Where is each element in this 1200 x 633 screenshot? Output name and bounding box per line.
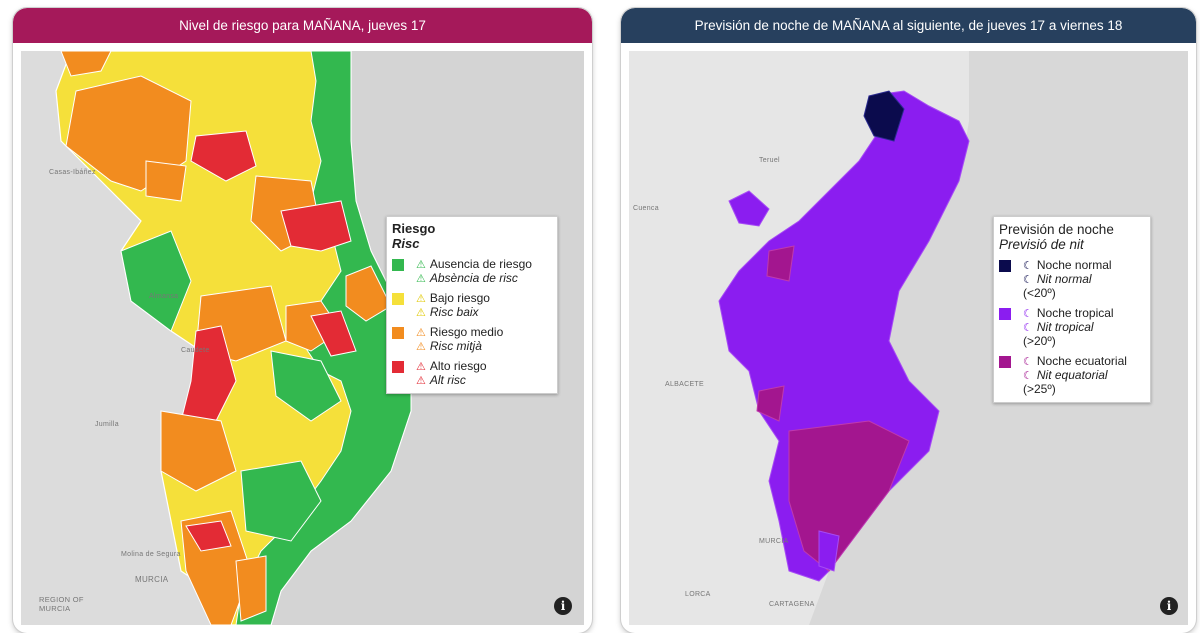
legend-label-ca: Risc mitjà [429, 339, 482, 353]
place-label: Teruel [759, 157, 780, 164]
place-label: LORCA [685, 591, 711, 598]
moon-icon: ☾ [1023, 260, 1033, 272]
legend-item: ☾ Noche ecuatorial ☾ Nit equatorial (>25º) [999, 354, 1145, 396]
legend-swatch [999, 260, 1011, 272]
night-forecast-title: Previsión de noche de MAÑANA al siguient… [621, 8, 1196, 43]
legend-label-ca: Alt risc [429, 373, 466, 387]
moon-icon: ☾ [1023, 274, 1033, 286]
legend-label-es: Bajo riesgo [429, 291, 490, 305]
place-label: MURCIA [759, 538, 789, 545]
warning-triangle-icon: ⚠ [416, 361, 426, 373]
legend-item: ⚠ Bajo riesgo ⚠ Risc baix [392, 291, 552, 319]
risk-legend: Riesgo Risc ⚠ Ausencia de riesgo ⚠ Absènci… [386, 216, 558, 394]
info-icon[interactable]: i [1160, 597, 1178, 615]
legend-title: Riesgo [392, 221, 436, 236]
night-legend: Previsión de noche Previsió de nit ☾ Noch… [993, 216, 1151, 403]
warning-triangle-icon: ⚠ [416, 307, 426, 319]
legend-swatch [392, 361, 404, 373]
legend-item: ☾ Noche tropical ☾ Nit tropical (>20º) [999, 306, 1145, 348]
legend-subtitle: Previsió de nit [999, 237, 1084, 252]
legend-label-ca: Nit normal [1036, 272, 1092, 286]
place-label: Caudete [181, 347, 210, 354]
place-label: Casas-Ibáñez [49, 169, 96, 176]
place-label: MURCIA [135, 575, 169, 584]
legend-label-ca: Risc baix [429, 305, 479, 319]
risk-map[interactable]: Casas-Ibáñez Almansa Caudete Jumilla Mol… [21, 51, 584, 625]
place-label: Cuenca [633, 205, 659, 212]
moon-icon: ☾ [1023, 322, 1033, 334]
moon-icon: ☾ [1023, 356, 1033, 368]
place-label: Almansa [149, 293, 179, 300]
moon-icon: ☾ [1023, 370, 1033, 382]
legend-label-es: Noche ecuatorial [1036, 354, 1127, 368]
legend-label-es: Noche tropical [1036, 306, 1114, 320]
legend-swatch [392, 327, 404, 339]
legend-range: (<20º) [1023, 286, 1056, 300]
warning-triangle-icon: ⚠ [416, 259, 426, 271]
place-label: Molina de Segura [121, 551, 181, 558]
legend-item: ⚠ Alto riesgo ⚠ Alt risc [392, 359, 552, 387]
legend-subtitle: Risc [392, 236, 420, 251]
warning-triangle-icon: ⚠ [416, 273, 426, 285]
warning-triangle-icon: ⚠ [416, 375, 426, 387]
risk-map-title: Nivel de riesgo para MAÑANA, jueves 17 [13, 8, 592, 43]
legend-item: ☾ Noche normal ☾ Nit normal (<20º) [999, 258, 1145, 300]
legend-swatch [392, 259, 404, 271]
warning-triangle-icon: ⚠ [416, 327, 426, 339]
legend-swatch [999, 308, 1011, 320]
legend-range: (>20º) [1023, 334, 1056, 348]
legend-label-ca: Nit tropical [1036, 320, 1094, 334]
legend-label-ca: Nit equatorial [1036, 368, 1108, 382]
moon-icon: ☾ [1023, 308, 1033, 320]
warning-triangle-icon: ⚠ [416, 341, 426, 353]
place-label: CARTAGENA [769, 601, 815, 608]
place-label: REGION OF MURCIA [39, 595, 84, 613]
legend-swatch [999, 356, 1011, 368]
legend-label-es: Ausencia de riesgo [429, 257, 532, 271]
legend-item: ⚠ Riesgo medio ⚠ Risc mitjà [392, 325, 552, 353]
legend-label-es: Riesgo medio [429, 325, 504, 339]
place-label: Jumilla [95, 421, 119, 428]
warning-triangle-icon: ⚠ [416, 293, 426, 305]
info-icon[interactable]: i [554, 597, 572, 615]
legend-label-ca: Absència de risc [429, 271, 518, 285]
legend-swatch [392, 293, 404, 305]
legend-label-es: Noche normal [1036, 258, 1112, 272]
night-map-svg [629, 51, 1188, 625]
night-forecast-map[interactable]: Teruel Cuenca ALBACETE MURCIA LORCA CART… [629, 51, 1188, 625]
night-forecast-panel: Previsión de noche de MAÑANA al siguient… [621, 8, 1196, 633]
legend-title: Previsión de noche [999, 222, 1114, 237]
legend-item: ⚠ Ausencia de riesgo ⚠ Absència de risc [392, 257, 552, 285]
risk-map-panel: Nivel de riesgo para MAÑANA, jueves 17 [13, 8, 592, 633]
place-label: ALBACETE [665, 381, 704, 388]
legend-label-es: Alto riesgo [429, 359, 487, 373]
legend-range: (>25º) [1023, 382, 1056, 396]
